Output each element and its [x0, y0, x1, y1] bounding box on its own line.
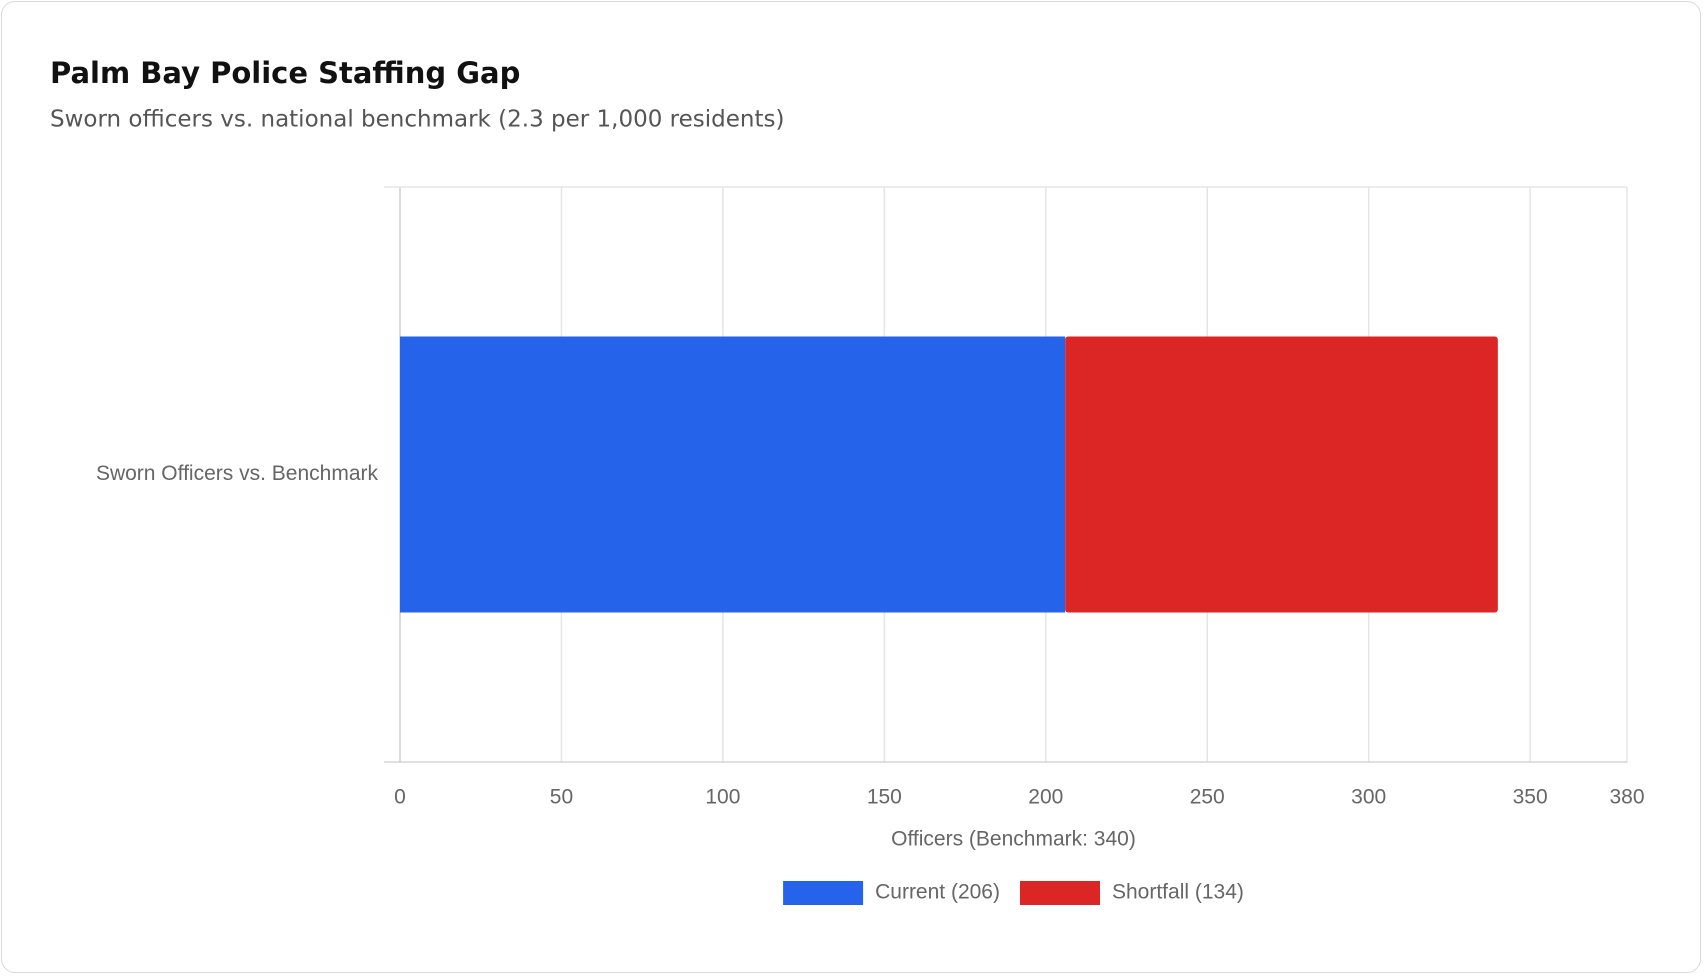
- legend-swatch: [783, 881, 864, 905]
- legend-label: Shortfall (134): [1112, 881, 1244, 904]
- x-tick-label: 350: [1513, 786, 1548, 809]
- bar-segment: [400, 336, 1066, 613]
- legend: Current (206) Shortfall (134): [783, 881, 1244, 905]
- chart-title: Palm Bay Police Staffing Gap: [50, 56, 520, 90]
- x-tick-label: 0: [394, 786, 406, 809]
- legend-label: Current (206): [875, 881, 1000, 904]
- x-tick-label: 50: [550, 786, 573, 809]
- x-tick-label: 100: [705, 786, 740, 809]
- x-tick-label: 250: [1190, 786, 1225, 809]
- x-tick-label: 200: [1028, 786, 1063, 809]
- x-axis-label: Officers (Benchmark: 340): [891, 828, 1136, 851]
- y-tick-label: Sworn Officers vs. Benchmark: [96, 462, 379, 485]
- x-tick-label: 150: [867, 786, 902, 809]
- x-tick-label: 380: [1609, 786, 1644, 809]
- chart-subtitle: Sworn officers vs. national benchmark (2…: [50, 107, 784, 133]
- bar-segment: [1065, 336, 1498, 613]
- legend-swatch: [1019, 881, 1100, 905]
- x-tick-label: 300: [1351, 786, 1386, 809]
